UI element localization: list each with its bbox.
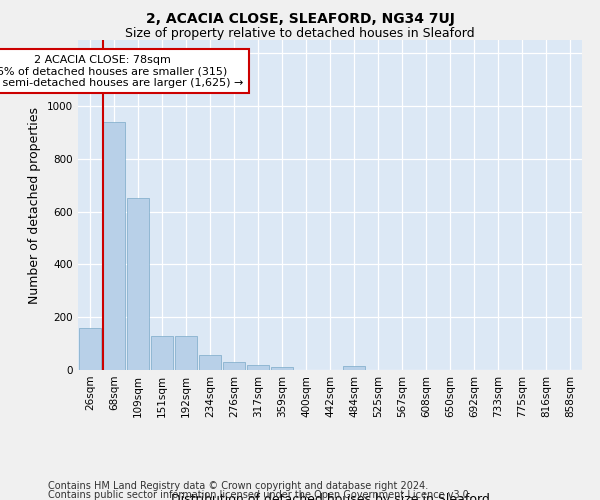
Bar (175, 336, 197, 370)
Bar (271, 367, 293, 370)
Bar (343, 366, 365, 370)
Bar (199, 354, 221, 370)
X-axis label: Distribution of detached houses by size in Sleaford: Distribution of detached houses by size … (170, 494, 490, 500)
Y-axis label: Number of detached properties: Number of detached properties (28, 106, 41, 304)
Bar (103, 122, 125, 370)
Text: Contains HM Land Registry data © Crown copyright and database right 2024.: Contains HM Land Registry data © Crown c… (48, 481, 428, 491)
Bar (247, 365, 269, 370)
Text: Contains public sector information licensed under the Open Government Licence v3: Contains public sector information licen… (48, 490, 472, 500)
Text: 2, ACACIA CLOSE, SLEAFORD, NG34 7UJ: 2, ACACIA CLOSE, SLEAFORD, NG34 7UJ (146, 12, 454, 26)
Text: Size of property relative to detached houses in Sleaford: Size of property relative to detached ho… (125, 28, 475, 40)
Bar (151, 336, 173, 370)
Bar (79, 328, 101, 370)
Bar (223, 362, 245, 370)
Bar (127, 198, 149, 370)
Text: 2 ACACIA CLOSE: 78sqm
← 16% of detached houses are smaller (315)
83% of semi-det: 2 ACACIA CLOSE: 78sqm ← 16% of detached … (0, 54, 244, 88)
